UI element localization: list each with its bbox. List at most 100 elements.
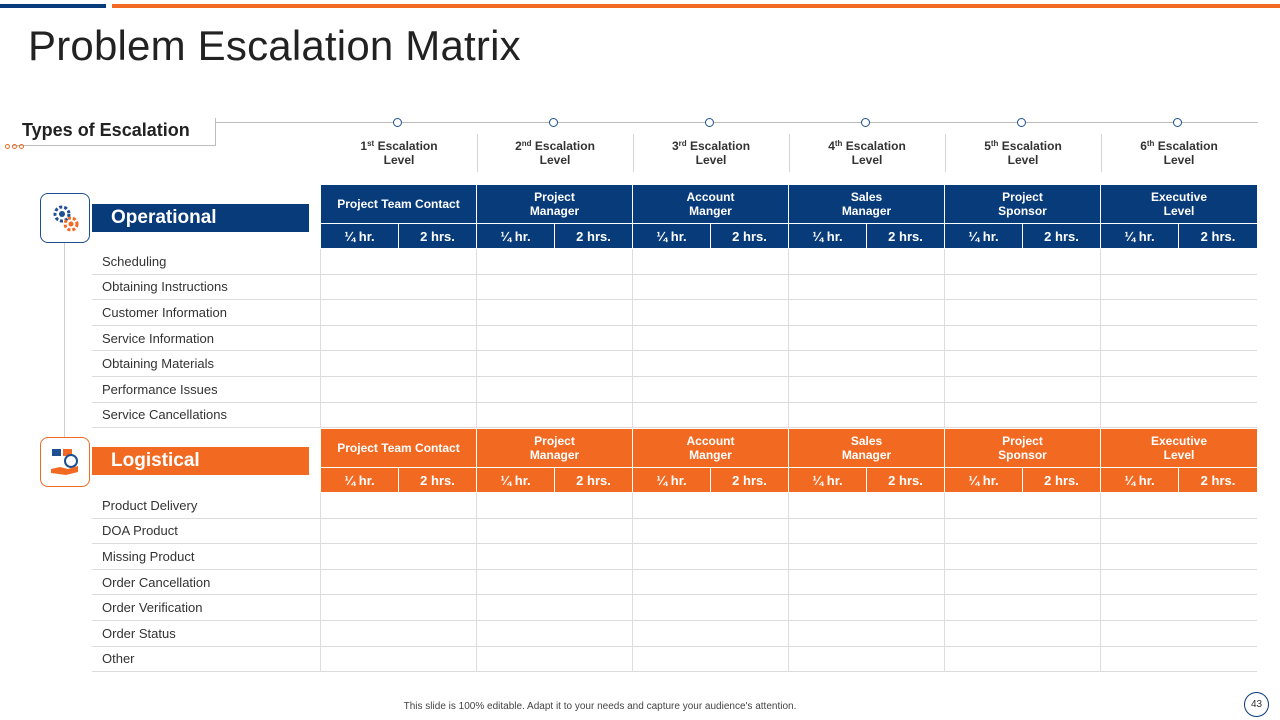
table-cell[interactable] bbox=[633, 402, 789, 428]
table-cell[interactable] bbox=[1101, 377, 1257, 402]
escalation-level-label: 3rd Escalation Level bbox=[633, 139, 789, 167]
table-cell[interactable] bbox=[789, 249, 945, 274]
logistical-delivery-icon bbox=[40, 437, 90, 487]
table-cell[interactable] bbox=[633, 249, 789, 274]
table-cell[interactable] bbox=[321, 325, 477, 351]
row-label: Missing Product bbox=[92, 544, 321, 569]
table-cell[interactable] bbox=[945, 493, 1101, 518]
table-cell[interactable] bbox=[633, 351, 789, 376]
table-cell[interactable] bbox=[789, 518, 945, 544]
table-cell[interactable] bbox=[945, 376, 1101, 402]
table-cell[interactable] bbox=[477, 595, 633, 620]
table-cell[interactable] bbox=[945, 274, 1101, 300]
table-cell[interactable] bbox=[633, 569, 789, 595]
table-cell[interactable] bbox=[477, 402, 633, 428]
table-cell[interactable] bbox=[789, 646, 945, 672]
level-separator bbox=[477, 134, 478, 172]
table-cell[interactable] bbox=[789, 351, 945, 376]
logistical-header: Project Team Contact Project Manager Accoun… bbox=[321, 429, 1257, 492]
table-cell[interactable] bbox=[789, 376, 945, 402]
table-cell[interactable] bbox=[789, 493, 945, 518]
table-cell[interactable] bbox=[1101, 493, 1257, 518]
table-cell[interactable] bbox=[1101, 519, 1257, 544]
table-cell[interactable] bbox=[789, 620, 945, 646]
table-cell[interactable] bbox=[789, 595, 945, 620]
table-cell[interactable] bbox=[945, 402, 1101, 428]
table-cell[interactable] bbox=[1101, 570, 1257, 595]
table-cell[interactable] bbox=[477, 325, 633, 351]
table-cell[interactable] bbox=[1101, 595, 1257, 620]
table-cell[interactable] bbox=[945, 351, 1101, 376]
table-cell[interactable] bbox=[321, 274, 477, 300]
table-cell[interactable] bbox=[633, 518, 789, 544]
time-header-cell: 2 hrs. bbox=[1023, 468, 1101, 492]
table-cell[interactable] bbox=[789, 402, 945, 428]
table-cell[interactable] bbox=[321, 518, 477, 544]
table-cell[interactable] bbox=[945, 646, 1101, 672]
table-cell[interactable] bbox=[321, 300, 477, 325]
table-cell[interactable] bbox=[789, 274, 945, 300]
table-cell[interactable] bbox=[633, 544, 789, 569]
table-cell[interactable] bbox=[321, 376, 477, 402]
table-cell[interactable] bbox=[633, 274, 789, 300]
table-cell[interactable] bbox=[477, 646, 633, 672]
table-cell[interactable] bbox=[477, 376, 633, 402]
table-cell[interactable] bbox=[321, 569, 477, 595]
table-cell[interactable] bbox=[321, 620, 477, 646]
table-cell[interactable] bbox=[477, 518, 633, 544]
table-row: Scheduling bbox=[92, 249, 1257, 275]
table-cell[interactable] bbox=[633, 325, 789, 351]
table-cell[interactable] bbox=[633, 376, 789, 402]
table-cell[interactable] bbox=[633, 300, 789, 325]
table-cell[interactable] bbox=[789, 569, 945, 595]
table-cell[interactable] bbox=[945, 300, 1101, 325]
table-cell[interactable] bbox=[477, 274, 633, 300]
table-cell[interactable] bbox=[789, 325, 945, 351]
table-cell[interactable] bbox=[1101, 647, 1257, 672]
table-cell[interactable] bbox=[945, 620, 1101, 646]
table-cell[interactable] bbox=[633, 646, 789, 672]
table-cell[interactable] bbox=[321, 595, 477, 620]
table-cell[interactable] bbox=[789, 544, 945, 569]
table-cell[interactable] bbox=[477, 249, 633, 274]
page-number: 43 bbox=[1244, 692, 1269, 717]
table-cell[interactable] bbox=[633, 595, 789, 620]
escalation-level-label: 5th Escalation Level bbox=[945, 139, 1101, 167]
table-cell[interactable] bbox=[321, 351, 477, 376]
contact-line2: Manger bbox=[689, 448, 732, 462]
level-number: 1 bbox=[360, 139, 368, 153]
level-line2: Level bbox=[851, 153, 883, 167]
table-cell[interactable] bbox=[321, 493, 477, 518]
table-cell[interactable] bbox=[945, 544, 1101, 569]
table-cell[interactable] bbox=[1101, 249, 1257, 274]
table-cell[interactable] bbox=[477, 351, 633, 376]
table-cell[interactable] bbox=[945, 569, 1101, 595]
table-cell[interactable] bbox=[945, 595, 1101, 620]
table-cell[interactable] bbox=[1101, 403, 1257, 428]
table-cell[interactable] bbox=[1101, 351, 1257, 376]
table-cell[interactable] bbox=[1101, 326, 1257, 351]
table-cell[interactable] bbox=[321, 249, 477, 274]
table-cell[interactable] bbox=[477, 544, 633, 569]
table-cell[interactable] bbox=[1101, 544, 1257, 569]
table-cell[interactable] bbox=[945, 249, 1101, 274]
table-cell[interactable] bbox=[789, 300, 945, 325]
table-cell[interactable] bbox=[477, 493, 633, 518]
table-cell[interactable] bbox=[633, 493, 789, 518]
table-cell[interactable] bbox=[477, 569, 633, 595]
connector-line bbox=[64, 242, 65, 438]
table-cell[interactable] bbox=[633, 620, 789, 646]
table-cell[interactable] bbox=[945, 325, 1101, 351]
table-cell[interactable] bbox=[321, 402, 477, 428]
table-cell[interactable] bbox=[1101, 300, 1257, 325]
table-cell[interactable] bbox=[477, 300, 633, 325]
table-cell[interactable] bbox=[1101, 621, 1257, 646]
contact-header-cell: Project Manager bbox=[477, 429, 633, 467]
table-cell[interactable] bbox=[321, 544, 477, 569]
time-header-cell: 2 hrs. bbox=[867, 224, 945, 248]
table-cell[interactable] bbox=[321, 646, 477, 672]
table-cell[interactable] bbox=[477, 620, 633, 646]
table-cell[interactable] bbox=[1101, 275, 1257, 300]
table-cell[interactable] bbox=[945, 518, 1101, 544]
row-label: Performance Issues bbox=[92, 376, 321, 402]
